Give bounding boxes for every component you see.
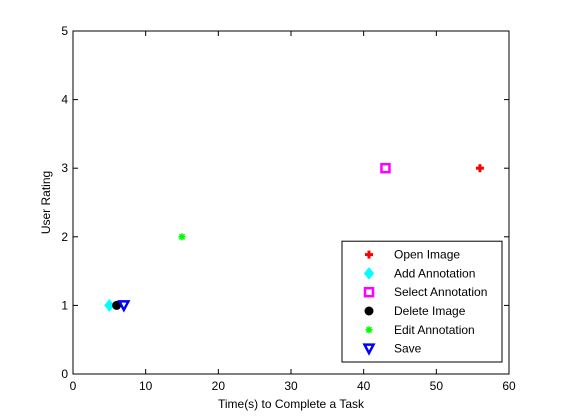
data-points (104, 162, 484, 313)
legend-entry-label: Edit Annotation (394, 323, 475, 337)
x-tick-label: 10 (139, 379, 153, 393)
legend-marker-2 (363, 286, 375, 298)
legend-marker-3 (364, 306, 374, 316)
y-tick-label: 3 (61, 161, 68, 175)
x-tick-label: 40 (357, 379, 371, 393)
legend-marker-1 (363, 267, 375, 280)
y-tick-label: 0 (61, 367, 68, 381)
x-tick-label: 60 (502, 379, 516, 393)
legend-marker-0 (365, 250, 373, 259)
axes: 0 10 20 30 40 50 60 0 1 2 3 4 5 (61, 24, 516, 393)
x-tick-label: 50 (430, 379, 444, 393)
data-point-series-2-0 (380, 162, 391, 174)
y-tick-label: 4 (61, 93, 68, 107)
legend-entry-label: Save (394, 342, 422, 356)
x-axis-label: Time(s) to Complete a Task (218, 397, 365, 411)
x-tick-label: 0 (70, 379, 77, 393)
y-tick-label: 5 (61, 24, 68, 38)
y-tick-label: 2 (61, 230, 68, 244)
x-tick-label: 30 (284, 379, 298, 393)
legend-box (341, 240, 503, 363)
legend-entry-label: Add Annotation (394, 266, 475, 280)
legend: Open Image Add Annotation Select Annotatio… (341, 240, 503, 363)
legend-entry-label: Select Annotation (394, 285, 487, 299)
y-axis-label: User Rating (39, 171, 53, 234)
legend-entry-label: Open Image (394, 248, 460, 262)
data-point-series-1-0 (104, 299, 115, 312)
legend-entry-label: Delete Image (394, 304, 466, 318)
y-tick-label: 1 (61, 298, 68, 312)
legend-marker-4 (365, 326, 373, 334)
legend-marker-5 (362, 343, 376, 356)
data-point-series-5-0 (117, 300, 131, 313)
x-tick-label: 20 (212, 379, 226, 393)
data-point-series-0-0 (475, 164, 484, 173)
data-point-series-4-0 (178, 233, 186, 241)
